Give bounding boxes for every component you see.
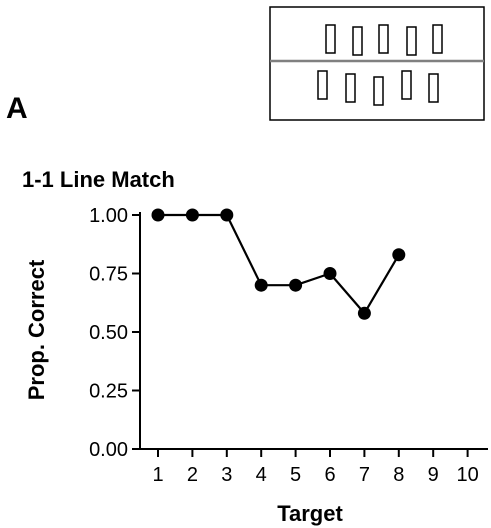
x-tick-label: 9 [428,464,439,486]
y-axis-label: Prop. Correct [24,259,49,400]
x-ticks: 1 2 3 4 5 6 7 8 9 10 [152,449,479,486]
y-tick-label: 0.00 [89,439,128,461]
chart-title: 1-1 Line Match [22,167,175,192]
y-tick-label: 0.75 [89,264,128,286]
x-tick-label: 1 [152,464,163,486]
x-tick-label: 6 [324,464,335,486]
data-point [392,248,406,262]
stimulus-bar [352,26,363,56]
stimulus-inset [269,6,485,121]
stimulus-bar [373,76,384,106]
stimulus-bottom-row [317,70,439,106]
stimulus-bar [428,73,439,103]
x-tick-label: 7 [359,464,370,486]
stimulus-bar [401,70,412,100]
stimulus-bar [378,24,389,54]
x-tick-label: 2 [187,464,198,486]
data-point [323,267,337,280]
data-point [185,208,199,222]
stimulus-bar [432,24,443,54]
data-point [254,278,268,292]
x-tick-label: 10 [456,464,478,486]
data-point [151,208,165,222]
data-point [220,208,234,222]
stimulus-bar [325,24,336,54]
y-tick-label: 0.50 [89,322,128,344]
stimulus-bar [317,70,328,100]
x-axis-label: Target [277,501,343,526]
panel-label: A [6,92,28,125]
y-tick-label: 0.25 [89,381,128,403]
y-ticks: 0.00 0.25 0.50 0.75 1.00 [89,205,140,461]
data-series [151,208,406,320]
axes [139,212,488,450]
x-tick-label: 3 [221,464,232,486]
series-line [158,213,400,315]
stimulus-bar [406,26,417,56]
data-point [289,278,303,292]
x-tick-label: 5 [290,464,301,486]
x-tick-label: 4 [256,464,267,486]
y-tick-label: 1.00 [89,205,128,227]
stimulus-top-row [325,24,443,56]
stimulus-bar [345,73,356,103]
x-tick-label: 8 [393,464,404,486]
data-point [357,306,371,320]
